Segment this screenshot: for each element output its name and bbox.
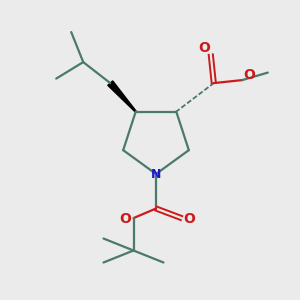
Text: O: O: [198, 41, 210, 55]
Text: O: O: [184, 212, 196, 226]
Text: N: N: [151, 167, 161, 181]
Polygon shape: [108, 81, 136, 112]
Text: O: O: [243, 68, 255, 82]
Text: O: O: [119, 212, 131, 226]
